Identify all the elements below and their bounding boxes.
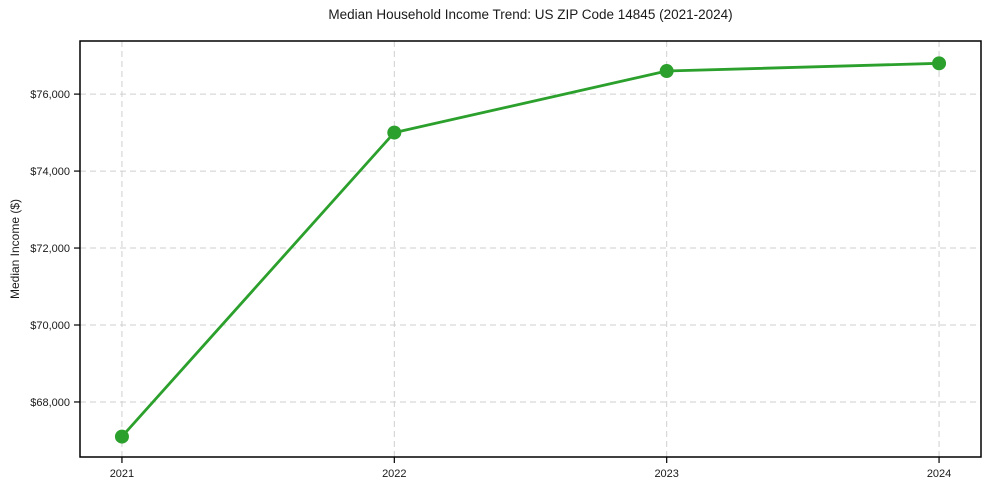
y-tick-label: $72,000 xyxy=(30,243,70,255)
data-point-2022 xyxy=(387,125,402,140)
y-tick-label: $68,000 xyxy=(30,397,70,409)
data-point-2024 xyxy=(932,56,947,71)
chart-title: Median Household Income Trend: US ZIP Co… xyxy=(328,7,733,22)
data-point-2023 xyxy=(659,64,674,79)
y-tick-label: $70,000 xyxy=(30,320,70,332)
y-tick-label: $76,000 xyxy=(30,89,70,101)
plot-border xyxy=(79,40,982,458)
x-tick-label: 2021 xyxy=(110,468,134,480)
y-tick-label: $74,000 xyxy=(30,166,70,178)
x-tick-label: 2023 xyxy=(654,468,678,480)
data-point-2021 xyxy=(114,429,129,444)
income-trend-line xyxy=(120,61,941,439)
x-tick-label: 2024 xyxy=(927,468,951,480)
x-tick-label: 2022 xyxy=(382,468,406,480)
